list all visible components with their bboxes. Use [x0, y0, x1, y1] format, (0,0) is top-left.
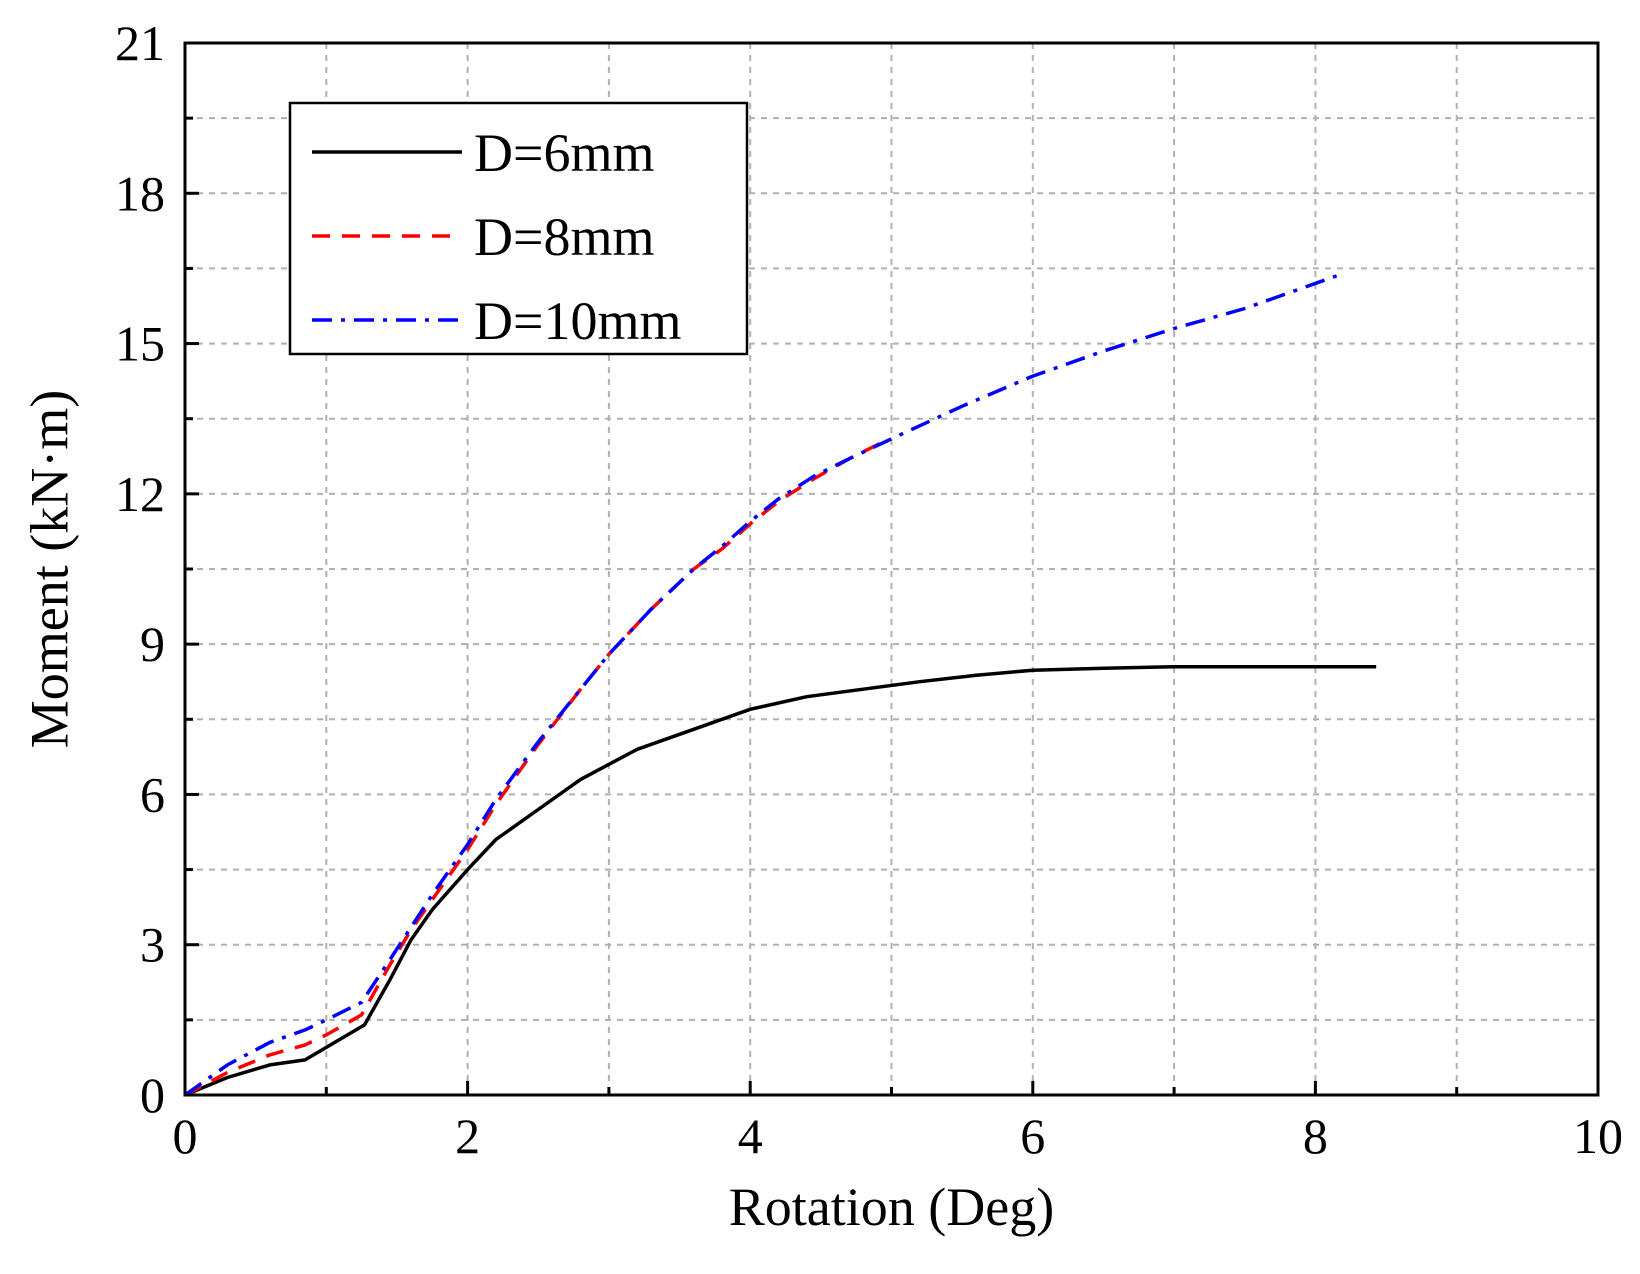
y-tick-label: 9	[140, 616, 165, 672]
grid-layer	[185, 43, 1598, 1095]
legend: D=6mm D=8mm D=10mm	[288, 101, 749, 356]
legend-label: D=6mm	[474, 123, 654, 183]
y-tick-label: 6	[140, 766, 165, 822]
series-line-d-8mm	[184, 439, 886, 1097]
x-tick-label: 8	[1303, 1108, 1328, 1164]
series-line-d-10mm	[183, 274, 1338, 1097]
x-tick-label: 6	[1020, 1108, 1045, 1164]
y-tick-label: 3	[140, 917, 165, 973]
x-tick-label: 10	[1573, 1108, 1623, 1164]
y-tick-label: 0	[140, 1067, 165, 1123]
y-axis-title: Moment (kN·m)	[19, 390, 79, 748]
series-line-d-6mm	[184, 664, 1377, 1097]
x-axis-title: Rotation (Deg)	[729, 1177, 1054, 1237]
series-layer	[183, 274, 1377, 1097]
x-tick-label: 0	[173, 1108, 198, 1164]
x-tick-label: 2	[455, 1108, 480, 1164]
legend-box	[288, 101, 749, 356]
x-tick-label: 4	[738, 1108, 763, 1164]
y-tick-label: 21	[115, 15, 165, 71]
y-tick-label: 18	[115, 165, 165, 221]
tick-layer: 0 2 4 6 8 10 0 3 6 9 12 15 18 21	[115, 15, 1623, 1164]
y-tick-label: 12	[115, 466, 165, 522]
legend-label: D=8mm	[474, 207, 654, 267]
y-tick-label: 15	[115, 316, 165, 372]
legend-label: D=10mm	[474, 291, 681, 351]
